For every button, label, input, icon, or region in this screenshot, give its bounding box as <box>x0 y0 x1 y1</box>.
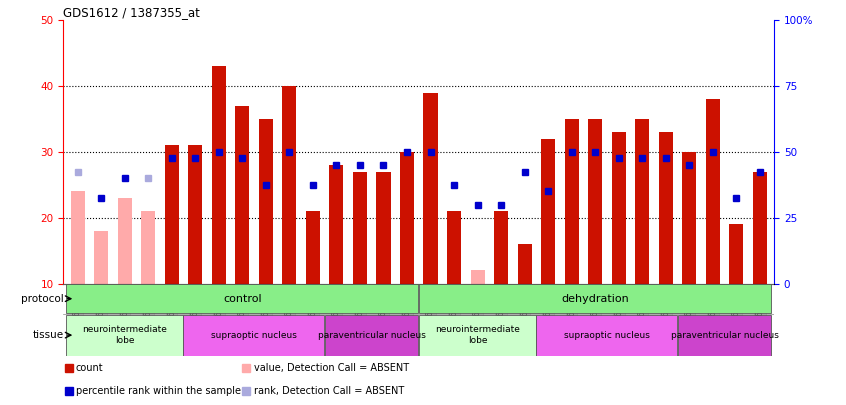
Bar <box>706 99 720 284</box>
Text: neurointermediate
lobe: neurointermediate lobe <box>82 326 167 345</box>
Bar <box>564 119 579 284</box>
Bar <box>165 145 179 284</box>
Bar <box>419 284 772 313</box>
Text: supraoptic nucleus: supraoptic nucleus <box>212 330 297 340</box>
Bar <box>518 244 532 284</box>
Bar <box>118 198 132 284</box>
Bar <box>235 106 250 284</box>
Bar <box>376 172 391 284</box>
Bar <box>424 93 437 284</box>
Text: dehydration: dehydration <box>562 294 629 304</box>
Bar <box>66 315 183 356</box>
Text: value, Detection Call = ABSENT: value, Detection Call = ABSENT <box>254 363 409 373</box>
Bar <box>283 86 296 284</box>
Bar <box>494 211 508 284</box>
Text: percentile rank within the sample: percentile rank within the sample <box>76 386 241 396</box>
Bar <box>729 224 744 284</box>
Bar <box>325 315 418 356</box>
Bar <box>419 315 536 356</box>
Bar <box>447 211 461 284</box>
Bar <box>141 211 155 284</box>
Bar <box>683 152 696 284</box>
Bar <box>329 165 343 284</box>
Text: rank, Detection Call = ABSENT: rank, Detection Call = ABSENT <box>254 386 404 396</box>
Text: control: control <box>223 294 261 304</box>
Bar <box>635 119 650 284</box>
Bar <box>536 315 677 356</box>
Bar <box>400 152 414 284</box>
Bar <box>353 172 367 284</box>
Bar <box>259 119 273 284</box>
Text: paraventricular nucleus: paraventricular nucleus <box>318 330 426 340</box>
Bar <box>470 271 485 284</box>
Bar <box>588 119 602 284</box>
Bar <box>70 191 85 284</box>
Bar <box>184 315 324 356</box>
Bar <box>753 172 767 284</box>
Text: paraventricular nucleus: paraventricular nucleus <box>671 330 778 340</box>
Bar <box>94 231 108 284</box>
Text: count: count <box>76 363 103 373</box>
Text: GDS1612 / 1387355_at: GDS1612 / 1387355_at <box>63 6 201 19</box>
Bar <box>66 284 418 313</box>
Bar <box>659 132 673 284</box>
Text: protocol: protocol <box>21 294 64 304</box>
Bar <box>305 211 320 284</box>
Text: tissue: tissue <box>33 330 64 340</box>
Bar <box>188 145 202 284</box>
Text: neurointermediate
lobe: neurointermediate lobe <box>435 326 520 345</box>
Text: supraoptic nucleus: supraoptic nucleus <box>564 330 650 340</box>
Bar <box>212 66 226 283</box>
Bar <box>612 132 626 284</box>
Bar <box>541 139 555 284</box>
Bar <box>678 315 772 356</box>
